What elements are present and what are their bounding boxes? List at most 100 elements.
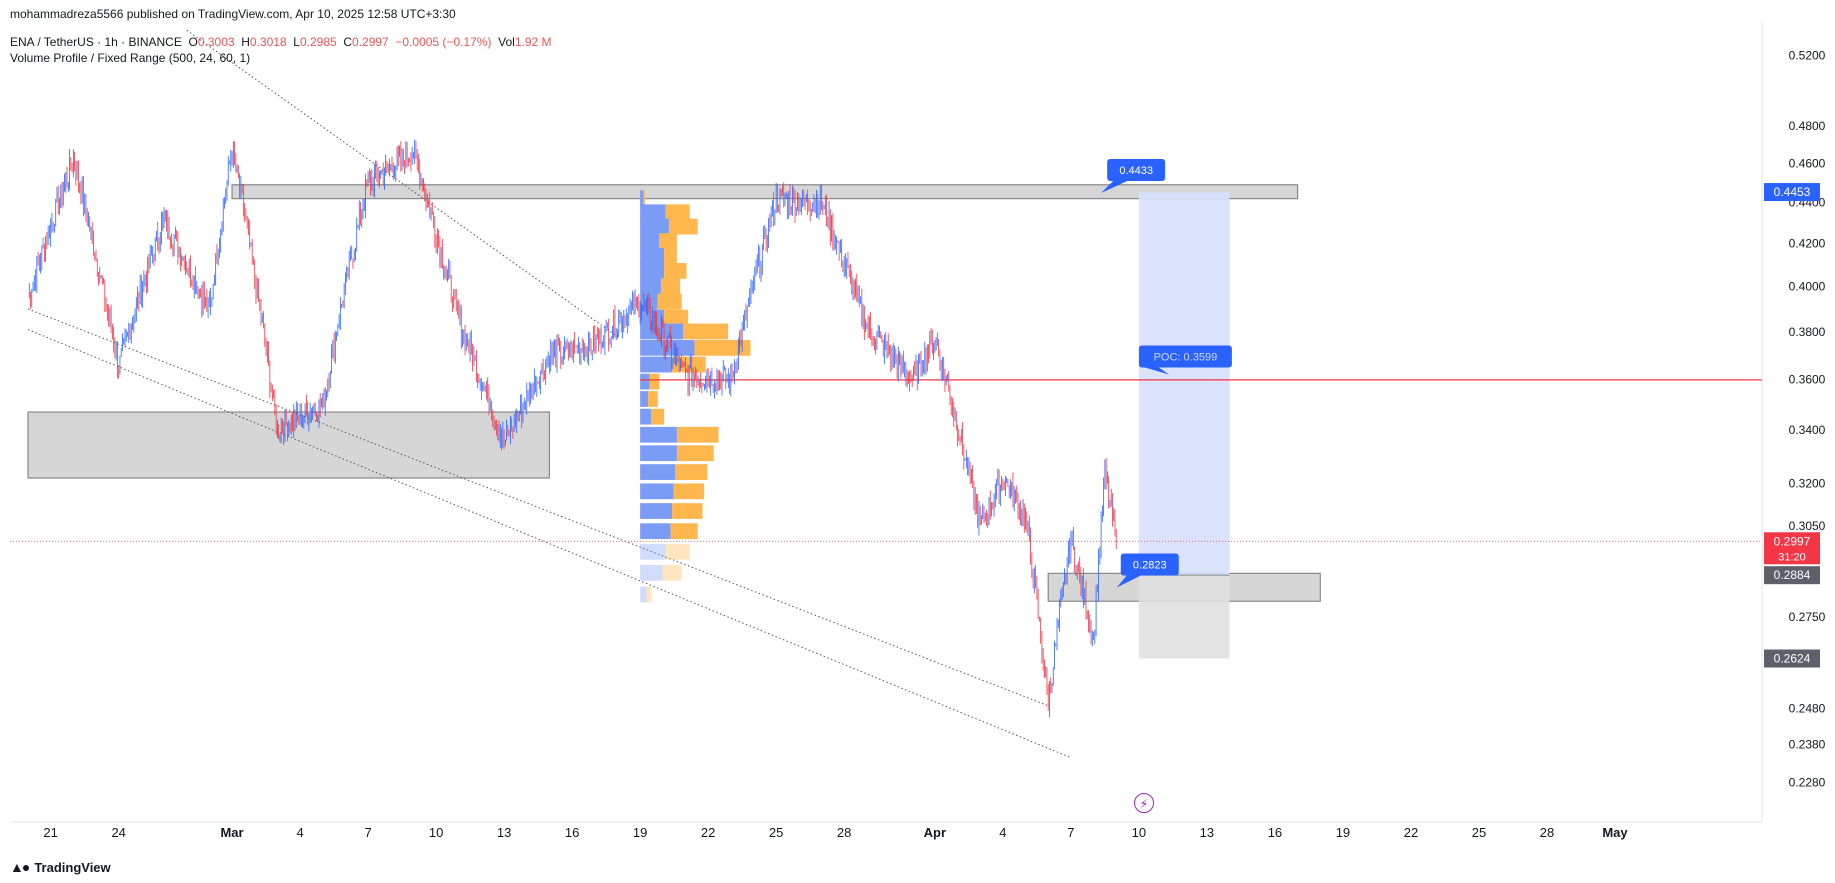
volume-profile-down-bar[interactable]	[649, 373, 660, 390]
volume-profile-down-bar[interactable]	[643, 190, 645, 207]
volume-value: 1.92 M	[514, 35, 552, 49]
volume-profile-down-bar[interactable]	[694, 339, 751, 356]
volume-profile-down-bar[interactable]	[664, 309, 689, 326]
position-target-area[interactable]	[1138, 192, 1230, 576]
brand-name: TradingView	[34, 859, 111, 875]
volume-profile-up-bar[interactable]	[640, 309, 665, 326]
volume-profile-down-bar[interactable]	[662, 565, 682, 581]
callout-poc-text: POC: 0.3599	[1154, 351, 1218, 363]
price-tick-label: 0.4000	[1789, 280, 1826, 294]
time-tick-label: 25	[1472, 825, 1486, 840]
volume-profile-up-bar[interactable]	[640, 391, 649, 407]
time-tick-label: Mar	[220, 825, 243, 840]
close-label: C	[343, 35, 353, 49]
callout-resistance-text: 0.4433	[1119, 165, 1153, 177]
time-tick-label: 21	[43, 825, 57, 840]
lightning-icon[interactable]: ⚡	[1134, 793, 1154, 813]
volume-profile-up-bar[interactable]	[640, 373, 650, 390]
volume-profile-up-bar[interactable]	[640, 356, 673, 373]
price-tick-label: 0.5200	[1789, 48, 1826, 62]
volume-profile-down-bar[interactable]	[676, 445, 714, 462]
volume-profile-down-bar[interactable]	[657, 293, 682, 310]
time-tick-label: May	[1602, 825, 1628, 840]
volume-profile-down-bar[interactable]	[676, 426, 719, 443]
volume-profile-up-bar[interactable]	[640, 445, 677, 462]
volume-profile-up-bar[interactable]	[640, 503, 673, 519]
volume-profile-down-bar[interactable]	[673, 483, 705, 500]
trendline-lower-2[interactable]	[27, 329, 1072, 759]
callout-support[interactable]	[1120, 553, 1179, 576]
time-tick-label: 16	[565, 825, 579, 840]
volume-profile-down-bar[interactable]	[664, 263, 687, 279]
time-tick-label: 19	[633, 825, 647, 840]
trendline-lower-1[interactable]	[27, 308, 1049, 707]
volume-profile-up-bar[interactable]	[640, 233, 660, 249]
volume-profile-down-bar[interactable]	[670, 523, 698, 540]
open-value: 0.3003	[197, 35, 235, 49]
volume-profile-down-bar[interactable]	[672, 503, 703, 519]
volume-profile-down-bar[interactable]	[665, 543, 690, 560]
volume-profile-down-bar[interactable]	[683, 323, 729, 340]
time-tick-label: 24	[111, 825, 125, 840]
price-tick-label: 0.3400	[1789, 423, 1826, 437]
time-tick-label: 16	[1268, 825, 1282, 840]
volume-profile-up-bar[interactable]	[640, 190, 644, 207]
volume-profile-down-bar[interactable]	[664, 247, 677, 264]
position-stop-area[interactable]	[1138, 575, 1230, 659]
volume-profile-up-bar[interactable]	[640, 278, 661, 295]
volume-profile-up-bar[interactable]	[640, 543, 666, 560]
volume-profile-up-bar[interactable]	[640, 339, 695, 356]
price-tick-label: 0.3600	[1789, 373, 1826, 387]
low-value: 0.2985	[299, 35, 337, 49]
price-tag-target-text: 0.4453	[1774, 185, 1811, 199]
volume-profile-down-bar[interactable]	[665, 204, 690, 221]
close-value: 0.2997	[352, 35, 389, 49]
volume-profile-down-bar[interactable]	[651, 408, 665, 425]
time-tick-label: 22	[701, 825, 715, 840]
trendline-upper[interactable]	[186, 29, 618, 337]
volume-profile-up-bar[interactable]	[640, 483, 674, 500]
price-tag-last-countdown: 31:20	[1778, 551, 1806, 563]
time-tick-label: 4	[999, 825, 1006, 840]
publisher-line: mohammadreza5566 published on TradingVie…	[10, 7, 456, 21]
price-tag-entry	[1764, 566, 1820, 585]
callout-poc[interactable]	[1138, 345, 1232, 368]
open-label: O	[188, 35, 198, 49]
volume-profile-up-bar[interactable]	[640, 464, 676, 480]
high-label: H	[241, 35, 250, 49]
volume-profile-up-bar[interactable]	[640, 586, 647, 603]
callout-resistance[interactable]	[1107, 159, 1166, 182]
tradingview-logo-icon: ▲●	[10, 859, 30, 875]
price-tag-stop-text: 0.2624	[1774, 652, 1811, 666]
volume-profile-up-bar[interactable]	[640, 426, 677, 443]
price-tick-label: 0.3200	[1789, 476, 1826, 490]
volume-profile-up-bar[interactable]	[640, 204, 666, 221]
price-tag-last-text: 0.2997	[1774, 534, 1811, 548]
price-tick-label: 0.2280	[1789, 775, 1826, 789]
symbol-name[interactable]: ENA / TetherUS · 1h · BINANCE	[10, 35, 182, 49]
volume-profile-up-bar[interactable]	[640, 408, 652, 425]
volume-profile-down-bar[interactable]	[675, 464, 708, 480]
time-tick-label: 28	[837, 825, 851, 840]
indicator-legend[interactable]: Volume Profile / Fixed Range (500, 24, 6…	[10, 51, 251, 65]
volume-profile-down-bar[interactable]	[648, 391, 658, 407]
time-tick-label: 19	[1336, 825, 1350, 840]
volume-profile-down-bar[interactable]	[646, 586, 652, 603]
volume-profile-up-bar[interactable]	[640, 263, 665, 279]
volume-label: Vol	[498, 35, 515, 49]
volume-profile-up-bar[interactable]	[640, 565, 663, 581]
price-tag-target	[1764, 183, 1820, 202]
time-tick-label: 25	[769, 825, 783, 840]
volume-profile-down-bar[interactable]	[659, 233, 677, 249]
callout-support-pointer	[1116, 575, 1141, 588]
tradingview-footer: ▲● TradingView	[10, 859, 111, 875]
time-tick-label: 10	[1132, 825, 1146, 840]
volume-profile-up-bar[interactable]	[640, 247, 665, 264]
volume-profile-up-bar[interactable]	[640, 523, 671, 540]
volume-profile-down-bar[interactable]	[668, 218, 698, 235]
zone-resistance[interactable]	[231, 184, 1299, 200]
price-tick-label: 0.2750	[1789, 610, 1826, 624]
volume-profile-up-bar[interactable]	[640, 218, 669, 235]
volume-profile-down-bar[interactable]	[660, 278, 681, 295]
